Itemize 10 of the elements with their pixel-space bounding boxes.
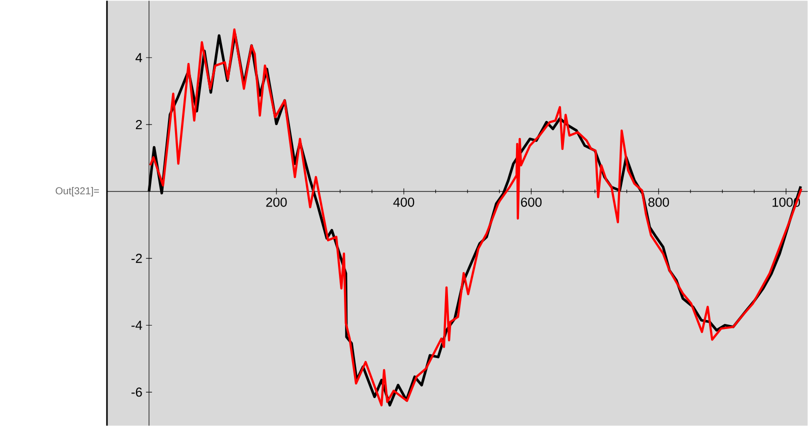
x-tick-label: 800 bbox=[648, 197, 669, 207]
x-tick-label: 200 bbox=[266, 197, 287, 207]
text: Out[321]= bbox=[56, 186, 99, 196]
y-tick-label: -6 bbox=[132, 387, 142, 397]
y-tick-label: 2 bbox=[136, 120, 142, 129]
x-tick-label: 600 bbox=[521, 197, 542, 207]
x-tick-label: 400 bbox=[393, 197, 414, 207]
y-tick-label: -2 bbox=[132, 254, 142, 263]
y-tick-label: 4 bbox=[136, 52, 142, 62]
y-tick-label: -4 bbox=[132, 320, 142, 330]
